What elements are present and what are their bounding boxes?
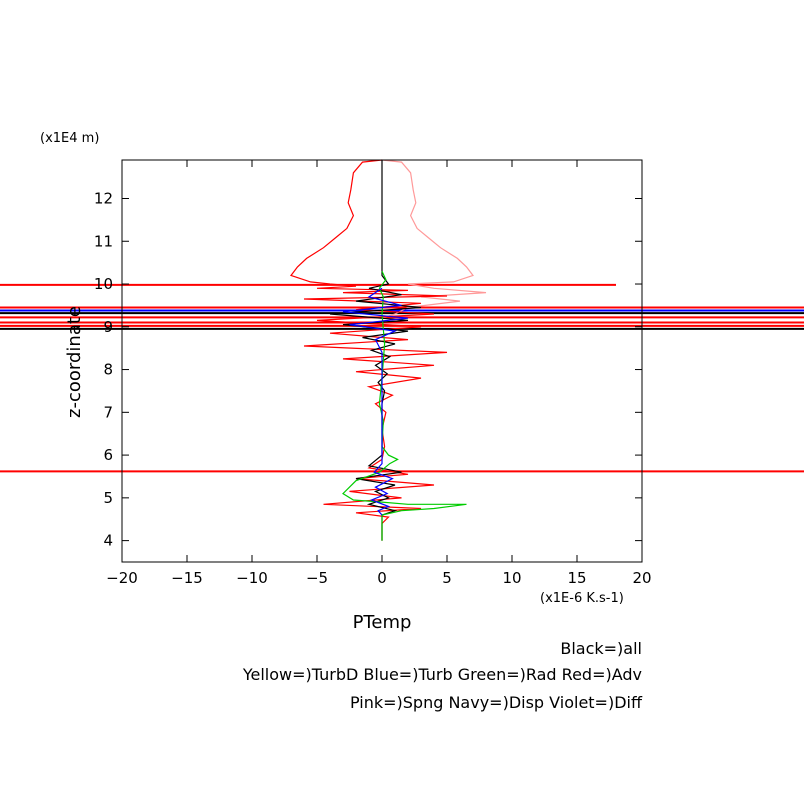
x-tick-label: −20 [106, 569, 138, 587]
series-line [329, 160, 422, 541]
series-line [381, 159, 487, 319]
spike-lines [0, 283, 804, 473]
y-unit-label: (x1E4 m) [40, 131, 99, 146]
y-tick-label: 11 [94, 232, 113, 250]
legend-line-1: Black=)all [560, 639, 642, 658]
x-tick-label: −15 [171, 569, 203, 587]
x-tick-label: 15 [567, 569, 586, 587]
series-line [342, 287, 409, 516]
x-axis-title: PTemp [353, 612, 412, 633]
x-tick-label: −5 [306, 569, 328, 587]
series-line [342, 270, 467, 541]
x-unit-label: (x1E-6 K.s-1) [540, 591, 624, 606]
x-tick-label: −10 [236, 569, 268, 587]
y-tick-label: 6 [103, 446, 113, 464]
x-tick-label: 5 [442, 569, 452, 587]
x-tick-label: 10 [502, 569, 521, 587]
y-tick-label: 5 [103, 489, 113, 507]
x-tick-label: 20 [632, 569, 651, 587]
y-axis-ticks: 4 5 6 7 8 9 10 11 12 [94, 189, 642, 550]
series-group [290, 159, 487, 541]
y-tick-label: 7 [103, 403, 113, 421]
y-tick-label: 9 [103, 318, 113, 336]
y-axis-title: z-coordinate [64, 306, 85, 418]
y-tick-label: 10 [94, 275, 113, 293]
y-tick-label: 4 [103, 532, 113, 550]
y-tick-label: 8 [103, 361, 113, 379]
legend-line-3: Pink=)Spng Navy=)Disp Violet=)Diff [350, 693, 643, 712]
x-axis-ticks: −20 −15 −10 −5 0 5 10 15 20 [106, 160, 652, 587]
series-line [290, 159, 448, 541]
legend-line-2: Yellow=)TurbD Blue=)Turb Green=)Rad Red=… [242, 665, 642, 684]
x-tick-label: 0 [377, 569, 387, 587]
y-tick-label: 12 [94, 189, 113, 207]
